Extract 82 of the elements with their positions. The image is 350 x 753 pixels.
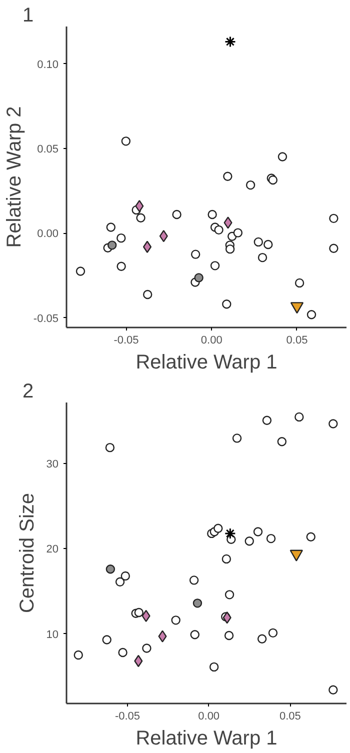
x-tick-label: -0.05 <box>114 334 139 346</box>
point <box>328 419 338 428</box>
point <box>329 214 338 224</box>
point <box>329 244 338 253</box>
point <box>306 310 316 320</box>
point <box>214 524 223 533</box>
point <box>222 554 232 564</box>
point <box>115 577 125 586</box>
y-tick-label: 10 <box>46 628 59 641</box>
point <box>106 222 116 232</box>
x-tick-label: 0.05 <box>280 710 301 722</box>
y-tick-label: 0.00 <box>37 228 59 240</box>
point <box>223 172 232 181</box>
y-tick-label: 30 <box>46 458 59 471</box>
x-axis-title: Relative Warp 1 <box>136 352 278 374</box>
point <box>232 434 242 443</box>
point <box>262 416 272 425</box>
point <box>105 442 115 452</box>
y-tick-label: 0.05 <box>37 143 59 156</box>
point <box>142 240 152 253</box>
x-tick-label: -0.05 <box>114 710 140 722</box>
x-axis-title: Relative Warp 1 <box>136 728 278 750</box>
point <box>74 650 83 660</box>
point <box>106 564 116 574</box>
y-axis-title: Relative Warp 2 <box>3 106 26 248</box>
point <box>116 262 126 271</box>
point <box>107 240 117 250</box>
point <box>233 228 243 238</box>
y-tick-label: 20 <box>46 544 59 556</box>
point <box>328 685 338 694</box>
point <box>158 630 167 642</box>
point <box>136 213 146 222</box>
y-axis-title: Centroid Size <box>16 492 38 614</box>
point <box>190 630 200 640</box>
point <box>278 152 288 162</box>
point <box>171 616 180 625</box>
y-tick-label: 0.10 <box>37 58 59 71</box>
point <box>254 237 263 247</box>
point <box>224 216 232 229</box>
point <box>102 635 112 644</box>
point <box>210 261 220 270</box>
point <box>209 662 219 672</box>
point <box>189 576 199 585</box>
point <box>208 210 217 220</box>
point <box>257 634 267 644</box>
point <box>172 210 182 220</box>
x-tick-label: 0.05 <box>286 334 308 346</box>
x-tick-label: 0.00 <box>200 334 222 346</box>
point <box>222 612 232 624</box>
point <box>244 536 254 546</box>
point <box>266 534 276 544</box>
point <box>277 437 287 446</box>
y-tick-label: -0.05 <box>33 312 59 325</box>
point <box>306 532 316 542</box>
point <box>268 628 278 638</box>
point <box>224 590 234 600</box>
x-tick-label: 0.00 <box>198 710 220 722</box>
point <box>224 528 236 540</box>
point <box>222 300 232 309</box>
chart-title: 1 <box>22 4 34 26</box>
point <box>120 571 130 581</box>
point <box>294 412 304 422</box>
point <box>118 648 128 658</box>
point <box>214 225 224 235</box>
point <box>258 252 268 262</box>
point <box>294 278 304 288</box>
point <box>192 598 202 608</box>
point <box>116 233 126 243</box>
point <box>225 244 235 254</box>
point <box>121 136 131 146</box>
point <box>253 527 263 536</box>
point <box>134 608 144 618</box>
point <box>76 266 86 276</box>
point <box>190 250 200 259</box>
point <box>194 273 204 282</box>
point <box>224 630 234 640</box>
point <box>246 180 256 190</box>
chart-title: 2 <box>22 380 34 402</box>
point <box>264 240 273 250</box>
point <box>224 36 236 48</box>
point <box>142 644 152 653</box>
point <box>143 290 152 300</box>
